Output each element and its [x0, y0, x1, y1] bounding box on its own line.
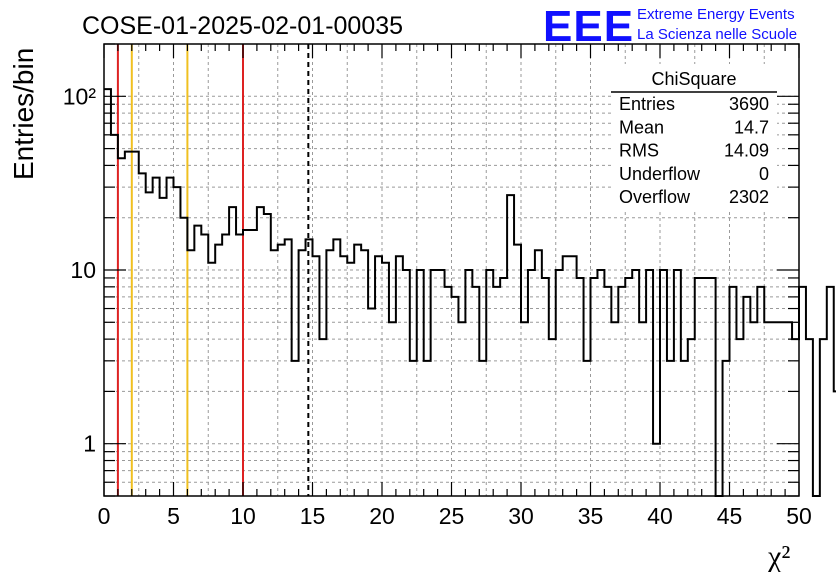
x-tick-label: 10 — [230, 503, 256, 529]
y-axis-label: Entries/bin — [8, 48, 39, 180]
run-title: COSE-01-2025-02-01-00035 — [82, 12, 403, 40]
y-tick-label: 10² — [63, 83, 97, 109]
x-tick-label: 30 — [508, 503, 534, 529]
stats-row-label: Overflow — [619, 187, 691, 207]
stats-row-value: 2302 — [729, 187, 769, 207]
x-tick-label: 35 — [578, 503, 604, 529]
x-tick-label: 45 — [717, 503, 743, 529]
stats-row-label: Underflow — [619, 164, 701, 184]
x-tick-label: 0 — [98, 503, 111, 529]
stats-row-label: Entries — [619, 94, 675, 114]
x-tick-label: 50 — [786, 503, 812, 529]
stats-box-title: ChiSquare — [651, 69, 736, 89]
stats-row-label: RMS — [619, 141, 659, 161]
eee-logo: EEE — [543, 2, 634, 51]
y-tick-labels: 1 10 10² — [63, 83, 97, 456]
logo-line-2: La Scienza nelle Scuole — [637, 26, 797, 43]
x-tick-label: 20 — [369, 503, 395, 529]
x-tick-label: 5 — [167, 503, 180, 529]
logo-line-1: Extreme Energy Events — [637, 6, 795, 23]
x-tick-labels: 0 5 10 15 20 25 30 35 40 45 50 — [98, 503, 812, 529]
stats-row-value: 3690 — [729, 94, 769, 114]
stats-row-value: 14.7 — [734, 117, 769, 137]
x-tick-label: 40 — [647, 503, 673, 529]
stats-row-label: Mean — [619, 117, 664, 137]
x-tick-label: 25 — [439, 503, 465, 529]
x-tick-label: 15 — [300, 503, 326, 529]
axis-ticks — [103, 43, 800, 497]
stats-box: ChiSquare Entries 3690 Mean 14.7 RMS 14.09 Und… — [611, 64, 777, 212]
stats-row-value: 0 — [759, 164, 769, 184]
grid-lines — [104, 44, 799, 496]
x-axis-label: χ² — [767, 540, 790, 572]
histogram-line — [104, 88, 836, 497]
stats-box-bg — [611, 64, 777, 212]
y-tick-label: 1 — [83, 431, 96, 457]
stats-row-value: 14.09 — [724, 141, 769, 161]
y-tick-label: 10 — [70, 257, 96, 283]
